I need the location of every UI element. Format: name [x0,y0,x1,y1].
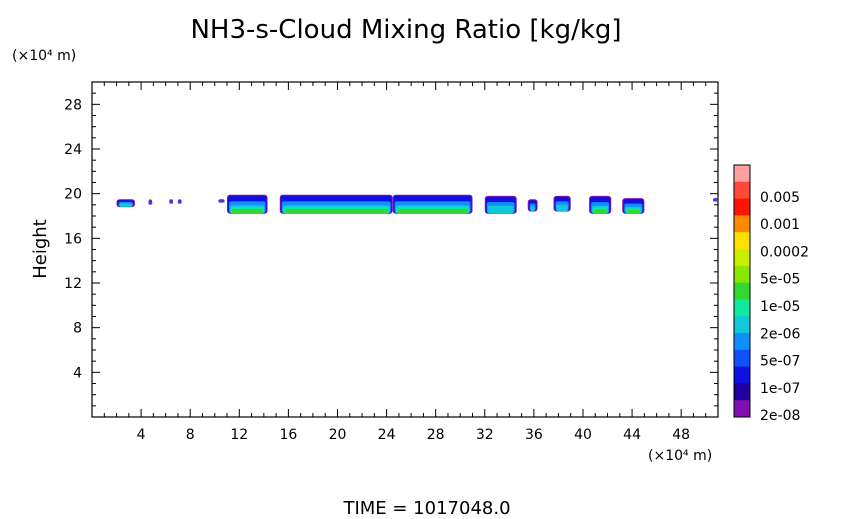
cloud-speck [169,201,174,204]
cloud-segment [589,195,612,214]
cloud-segment [553,195,571,212]
y-tick-label: 16 [64,231,82,247]
x-tick-label: 48 [672,427,690,443]
colorbar-swatch [734,282,750,300]
cloud-segment [116,199,135,208]
cloud-segment [484,195,517,214]
x-tick-label: 16 [279,427,297,443]
colorbar-swatch [734,400,750,418]
cloud-segment [527,199,538,212]
colorbar-label: 1e-05 [760,299,800,315]
y-axis: 4 8 12 16 20 24 28 [64,92,718,407]
x-tick-label: 4 [137,427,146,443]
colorbar-label: 2e-08 [760,408,800,424]
x-tick-label: 44 [623,427,641,443]
cloud-segment [392,194,473,214]
cloud-layer-cyan [487,205,514,214]
x-tick-label: 12 [230,427,248,443]
cloud-segment [177,199,182,204]
colorbar-swatch [734,215,750,233]
colorbar: 0.005 0.001 0.0002 5e-05 1e-05 2e-06 5e-07 1e-0… [733,164,809,424]
chart-title: NH3-s-Cloud Mixing Ratio [kg/kg] [190,15,621,45]
colorbar-swatch [734,165,750,183]
y-axis-label: Height [30,219,51,279]
y-tick-label: 20 [64,187,82,203]
colorbar-swatch [734,249,750,267]
x-unit-label: (×10⁴ m) [648,448,712,464]
colorbar-label: 0.001 [760,217,800,233]
colorbar-swatch [734,349,750,368]
colorbar-label: 0.0002 [760,244,809,260]
colorbar-label: 5e-05 [760,272,800,288]
x-tick-label: 8 [186,427,195,443]
cloud-segment [169,199,174,204]
plot-area [91,81,719,418]
y-tick-label: 24 [64,142,82,158]
colorbar-frame [733,164,751,418]
x-tick-label: 28 [427,427,445,443]
cloud-segment [279,194,393,214]
cloud-segment [622,198,645,214]
x-tick-label: 20 [329,427,347,443]
cloud-core-green [594,209,607,214]
plot-frame [91,81,719,418]
cloud-core-green [397,209,468,214]
y-tick-label: 12 [64,276,82,292]
cloud-layer-cyan [556,204,568,212]
cloud-core-green [232,209,263,214]
x-axis: 4 8 12 16 20 24 28 32 36 40 44 48 [103,82,707,443]
cloud-layer-cyan [530,206,535,212]
colorbar-swatch [734,181,750,200]
y-tick-label: 4 [73,365,82,381]
x-tick-label: 40 [574,427,592,443]
cloud-layer-cyan [119,203,132,207]
colorbar-swatch [734,299,750,317]
cloud-segment [227,194,268,214]
colorbar-swatch [734,366,750,384]
time-label: TIME = 1017048.0 [342,498,510,519]
cloud-core-green [284,209,388,214]
cloud-speck [713,199,718,202]
cloud-field [116,194,718,214]
colorbar-label: 0.005 [760,190,800,206]
colorbar-swatch [734,265,750,284]
cloud-speck [218,200,225,203]
colorbar-swatch [734,198,750,216]
colorbar-label: 5e-07 [760,354,800,370]
cloud-speck [148,201,153,205]
x-tick-label: 24 [378,427,396,443]
colorbar-label: 2e-06 [760,326,800,342]
colorbar-swatch [734,333,750,351]
cloud-segment [148,199,153,205]
y-tick-label: 28 [64,97,82,113]
cloud-segment [218,199,225,203]
y-unit-label: (×10⁴ m) [12,48,76,64]
colorbar-swatch [734,316,750,334]
colorbar-swatch [734,232,750,250]
colorbar-label: 1e-07 [760,381,800,397]
x-tick-label: 32 [476,427,494,443]
x-tick-label: 36 [525,427,543,443]
colorbar-swatch [734,383,750,401]
y-tick-label: 8 [73,321,82,337]
cloud-speck [177,201,182,204]
cloud-core-green [627,209,640,214]
cloud-segment [713,198,718,202]
